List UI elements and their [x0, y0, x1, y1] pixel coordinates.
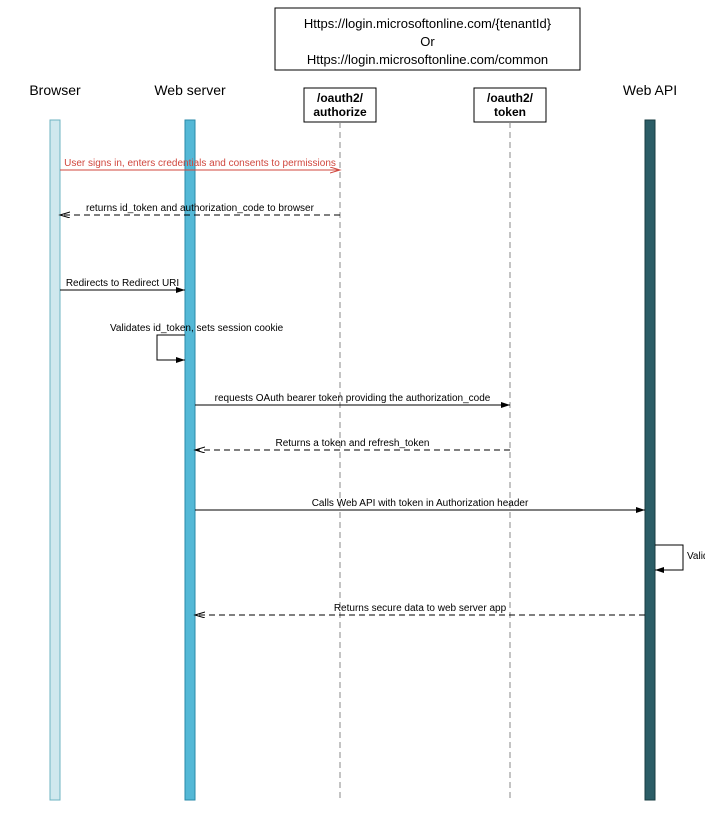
auth-endpoint-url-line: Https://login.microsoftonline.com/common — [307, 52, 548, 67]
participant-label-browser: Browser — [29, 82, 81, 98]
endpoint-label-token: token — [494, 105, 526, 119]
message-label-7: Validates token — [687, 551, 705, 562]
activation-bar-webapi — [645, 120, 655, 800]
endpoint-label-authorize: /oauth2/ — [317, 91, 364, 105]
auth-endpoint-url-line: Https://login.microsoftonline.com/{tenan… — [304, 16, 552, 31]
participant-label-webapi: Web API — [623, 82, 677, 98]
sequence-diagram: Https://login.microsoftonline.com/{tenan… — [0, 0, 705, 817]
self-message-3 — [157, 335, 185, 360]
participant-label-webserver: Web server — [154, 82, 226, 98]
auth-endpoint-url-line: Or — [420, 34, 435, 49]
message-label-1: returns id_token and authorization_code … — [86, 203, 315, 214]
endpoint-label-authorize: authorize — [313, 105, 367, 119]
activation-bar-webserver — [185, 120, 195, 800]
message-label-2: Redirects to Redirect URI — [66, 278, 179, 289]
message-label-8: Returns secure data to web server app — [334, 603, 507, 614]
activation-bar-browser — [50, 120, 60, 800]
message-label-0: User signs in, enters credentials and co… — [64, 158, 336, 169]
endpoint-label-token: /oauth2/ — [487, 91, 534, 105]
self-message-7 — [655, 545, 683, 570]
message-label-6: Calls Web API with token in Authorizatio… — [312, 498, 529, 509]
message-label-4: requests OAuth bearer token providing th… — [215, 393, 491, 404]
message-label-3: Validates id_token, sets session cookie — [110, 323, 284, 334]
message-label-5: Returns a token and refresh_token — [276, 438, 430, 449]
